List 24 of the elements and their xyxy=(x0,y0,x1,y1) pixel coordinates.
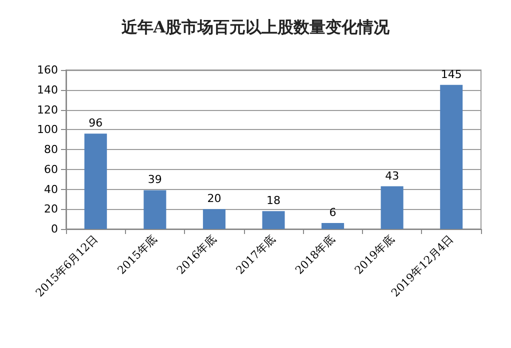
y-tick-label: 140 xyxy=(37,83,58,96)
bar xyxy=(84,134,107,229)
y-tick-label: 0 xyxy=(51,222,58,236)
bar xyxy=(144,190,166,229)
bar xyxy=(262,211,285,229)
data-label: 43 xyxy=(385,169,400,182)
y-tick-label: 60 xyxy=(44,162,58,176)
y-tick-label: 20 xyxy=(44,202,58,216)
data-label: 18 xyxy=(266,194,280,208)
y-tick-label: 120 xyxy=(37,103,58,116)
y-tick-label: 100 xyxy=(37,123,58,136)
chart-title: 近年A股市场百元以上股数量变化情况 xyxy=(120,18,391,36)
data-label: 39 xyxy=(148,173,162,186)
bar xyxy=(202,209,226,229)
bar xyxy=(440,84,463,229)
y-tick-label: 80 xyxy=(44,143,58,156)
data-label: 6 xyxy=(329,206,336,220)
data-label: 145 xyxy=(440,68,462,81)
data-label: 20 xyxy=(207,192,222,206)
y-tick-label: 40 xyxy=(44,182,58,196)
data-label: 96 xyxy=(88,116,103,130)
bar xyxy=(380,186,404,229)
y-tick-label: 160 xyxy=(37,64,58,76)
bar xyxy=(322,223,344,229)
